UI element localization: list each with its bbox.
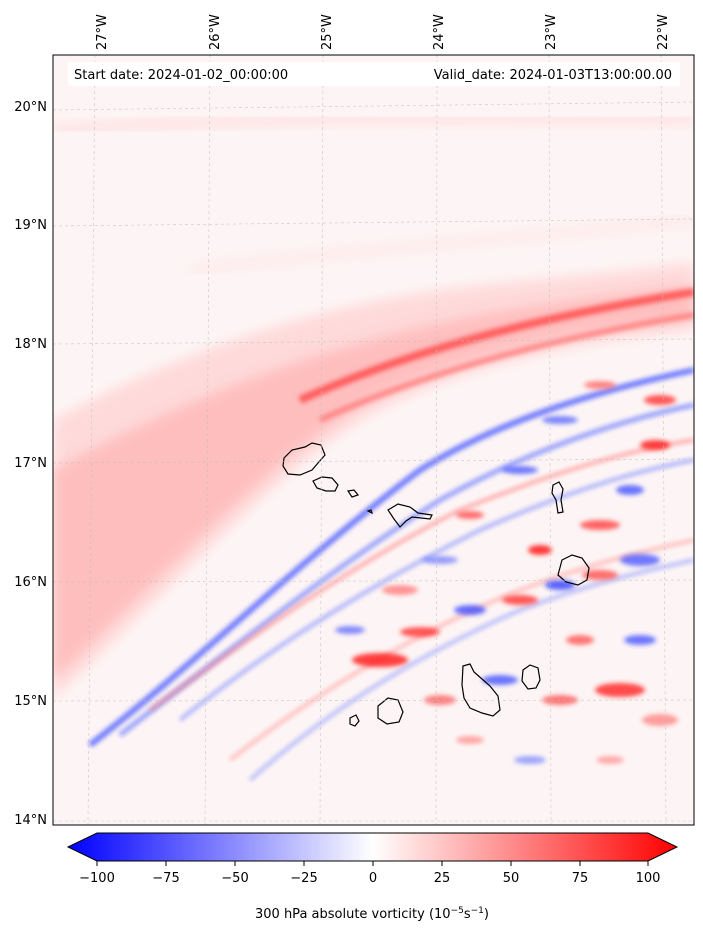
lat-tick-labels: 20°N 19°N 18°N 17°N 16°N 15°N 14°N xyxy=(14,100,47,828)
colorbar-label-unit-exp: −1 xyxy=(471,906,484,916)
lat-tick-label: 15°N xyxy=(14,694,47,709)
colorbar: −100 −75 −50 −25 0 25 50 75 100 300 hPa … xyxy=(66,832,679,922)
colorbar-label-unit: s xyxy=(464,907,471,922)
island-sao-nicolau xyxy=(387,503,433,528)
colorbar-label-exp: −5 xyxy=(451,906,464,916)
lat-tick-label: 18°N xyxy=(14,337,47,352)
island-branco xyxy=(366,509,374,515)
island-brava xyxy=(349,714,360,727)
faint-upper-stripes-2 xyxy=(189,216,694,274)
gridline-lat-19 xyxy=(53,218,694,227)
colorbar-ticks xyxy=(96,861,649,866)
lon-tick-label: 23°W xyxy=(544,14,559,50)
lon-tick-label: 26°W xyxy=(208,14,223,50)
start-date-label: Start date: 2024-01-02_00:00:00 xyxy=(74,68,288,83)
header-box xyxy=(68,62,680,86)
colorbar-label-main: 300 hPa absolute vorticity (10 xyxy=(255,907,451,922)
positive-filament-2 xyxy=(228,538,694,762)
gridline-lat-17 xyxy=(53,458,694,464)
colorbar-label: 300 hPa absolute vorticity (10−5s−1) xyxy=(255,906,489,922)
colorbar-tick-labels: −100 −75 −50 −25 0 25 50 75 100 xyxy=(79,871,660,886)
gridline-lat-18 xyxy=(53,338,694,345)
lat-tick-label: 17°N xyxy=(14,456,47,471)
lat-tick-label: 14°N xyxy=(14,813,47,828)
gridline-lon-26 xyxy=(204,55,211,825)
faint-upper-stripes xyxy=(53,113,694,135)
lon-tick-labels: 27°W 26°W 25°W 24°W 23°W 22°W xyxy=(95,14,671,50)
island-boa-vista xyxy=(557,554,590,586)
plot-area: Start date: 2024-01-02_00:00:00 Valid_da… xyxy=(53,55,694,825)
vorticity-field xyxy=(53,113,694,782)
lon-tick-label: 24°W xyxy=(432,14,447,50)
colorbar-tick-label: 75 xyxy=(572,871,589,886)
island-santa-luzia xyxy=(346,489,360,498)
colorbar-label-close: ) xyxy=(484,907,489,922)
island-maio xyxy=(521,664,541,690)
gridline-lon-24 xyxy=(435,55,438,825)
gridline-lon-23 xyxy=(548,55,552,825)
colorbar-tick-label: −100 xyxy=(79,871,115,886)
lat-tick-label: 16°N xyxy=(14,575,47,590)
turbulent-eddies xyxy=(335,381,678,764)
positive-jet-lower xyxy=(318,312,694,423)
lon-tick-label: 22°W xyxy=(656,14,671,50)
colorbar-tick-label: −75 xyxy=(152,871,179,886)
colorbar-body xyxy=(66,832,679,862)
island-sao-vicente xyxy=(312,476,339,492)
colorbar-tick-label: −50 xyxy=(221,871,248,886)
lon-tick-label: 27°W xyxy=(95,14,110,50)
island-santiago xyxy=(461,663,501,717)
colorbar-tick-label: 0 xyxy=(369,871,377,886)
positive-jet-upper xyxy=(298,288,694,404)
gridline-lon-27 xyxy=(87,55,96,825)
lon-tick-label: 25°W xyxy=(320,14,335,50)
colorbar-tick-label: 50 xyxy=(503,871,520,886)
negative-filament-1 xyxy=(88,367,694,748)
gridline-lat-20 xyxy=(53,101,694,111)
negative-filament-4 xyxy=(248,558,694,782)
positive-band-broad xyxy=(53,262,694,700)
negative-filament-3 xyxy=(178,458,694,722)
gridline-lon-22 xyxy=(660,55,667,825)
plot-frame xyxy=(52,54,695,826)
gridline-lat-16 xyxy=(53,579,694,583)
valid-date-label: Valid_date: 2024-01-03T13:00:00.00 xyxy=(434,68,672,83)
island-fogo xyxy=(377,697,404,725)
lat-tick-label: 19°N xyxy=(14,218,47,233)
positive-filament-1 xyxy=(148,438,694,712)
colorbar-tick-label: −25 xyxy=(290,871,317,886)
island-sal xyxy=(551,481,564,514)
gridline-lon-25 xyxy=(319,55,324,825)
gridline-lat-15 xyxy=(53,699,694,702)
colorbar-tick-label: 25 xyxy=(434,871,451,886)
colorbar-tick-label: 100 xyxy=(636,871,661,886)
gridlines xyxy=(53,55,694,825)
lat-tick-label: 20°N xyxy=(14,100,47,115)
